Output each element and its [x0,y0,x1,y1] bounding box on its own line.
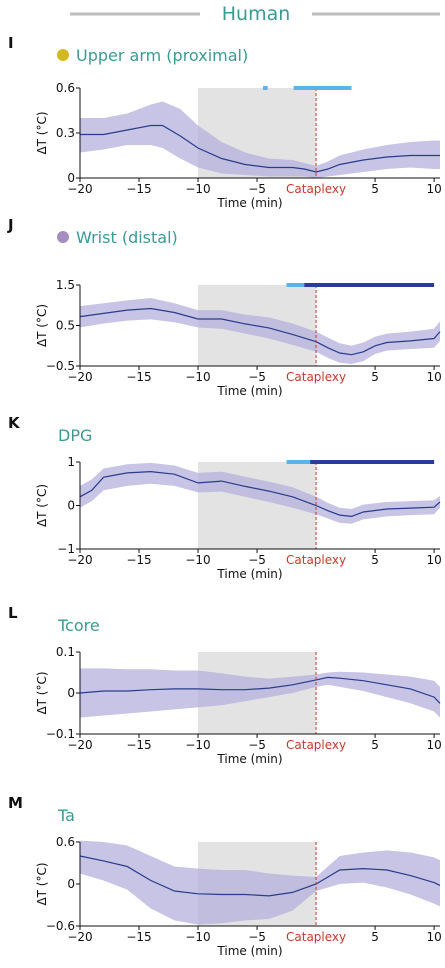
x-tick-label: 5 [371,738,379,752]
legend-dot [57,231,69,243]
mean-line [79,676,441,704]
significance-bar-0 [286,283,305,287]
significance-bar-0 [262,86,268,90]
panel-title: Tcore [57,616,100,635]
header: Human [70,3,440,25]
significance-bar-1 [304,283,435,287]
y-tick-label: 0 [67,171,75,185]
mean-line [80,124,440,173]
x-tick-label: −5 [248,738,266,752]
x-tick-label: −20 [67,553,92,567]
x-tick-label: −15 [126,553,151,567]
y-tick-label: 1.5 [56,278,75,292]
x-axis-label: Time (min) [216,944,282,958]
x-axis-label: Time (min) [216,567,282,581]
panel-title: DPG [58,426,92,445]
x-tick-label: −15 [126,370,151,384]
mean-line [79,470,441,518]
y-tick-label: 0.6 [56,81,75,95]
x-tick-label: 10 [426,370,441,384]
y-tick-label: 0 [67,686,75,700]
significance-bar-1 [310,460,435,464]
x-tick-label: −10 [185,370,210,384]
x-tick-label: −15 [126,182,151,196]
x-tick-label: 5 [371,930,379,944]
y-tick-label: −0.1 [46,727,75,741]
y-tick-label: −0.6 [46,919,75,933]
legend-dot [57,49,69,61]
confidence-band [80,101,440,178]
x-tick-label: 10 [426,182,441,196]
panel-letter: I [8,34,14,52]
y-tick-label: 1 [67,455,75,469]
panel-i: I Upper arm (proximal) 0 0.3 0.6 −20 −15 −10 −5 C… [8,34,442,210]
x-tick-label: −20 [67,370,92,384]
x-tick-label: −15 [126,738,151,752]
x-axis-label: Time (min) [216,384,282,398]
significance-bar-1 [293,86,352,90]
x-axis-label: Time (min) [216,196,282,210]
x-axis-label: Time (min) [216,752,282,766]
y-tick-label: 0 [67,499,75,513]
y-tick-label: 0.1 [56,645,75,659]
x-tick-label: −5 [248,182,266,196]
panel-j: J Wrist (distal) −0.5 0.5 1.5 −20 −15 −10 −5 Cata… [7,216,442,398]
y-axis-label: ΔT (°C) [35,484,49,527]
panel-letter: M [8,794,23,812]
x-tick-label: 10 [426,738,441,752]
x-tick-label: −20 [67,182,92,196]
y-axis-label: ΔT (°C) [35,671,49,714]
mean-line [79,855,441,897]
panel-letter: J [7,216,14,234]
y-axis-label: ΔT (°C) [35,304,49,347]
cataplexy-label: Cataplexy [286,553,346,567]
x-tick-label: 10 [426,553,441,567]
panel-title: Upper arm (proximal) [76,46,248,65]
panel-l: L Tcore −0.1 0 0.1 −20 −15 −10 −5 Cataplexy 5 10 Tim… [8,604,442,766]
confidence-band [80,298,440,364]
confidence-band [80,840,440,925]
x-tick-label: 5 [371,182,379,196]
x-tick-label: −15 [126,930,151,944]
panel-title: Wrist (distal) [76,228,178,247]
x-tick-label: −20 [67,930,92,944]
x-tick-label: 10 [426,930,441,944]
y-tick-label: 0.5 [56,319,75,333]
mean-line [79,307,441,356]
y-tick-label: −1 [57,542,75,556]
y-tick-label: −0.5 [46,359,75,373]
x-tick-label: 5 [371,370,379,384]
confidence-band [80,462,440,524]
y-axis-label: ΔT (°C) [35,862,49,905]
x-tick-label: −20 [67,738,92,752]
x-tick-label: −5 [248,553,266,567]
cataplexy-label: Cataplexy [286,370,346,384]
y-axis-label: ΔT (°C) [35,111,49,154]
y-tick-label: 0 [67,877,75,891]
y-tick-label: 0.6 [56,835,75,849]
cataplexy-label: Cataplexy [286,930,346,944]
x-tick-label: −10 [185,738,210,752]
y-tick-label: 0.3 [56,126,75,140]
x-tick-label: −10 [185,182,210,196]
confidence-band [80,668,440,718]
x-tick-label: −10 [185,553,210,567]
header-title: Human [222,3,291,25]
panel-letter: L [8,604,18,622]
x-tick-label: −10 [185,930,210,944]
panel-m: M Ta −0.6 0 0.6 −20 −15 −10 −5 Cataplexy 5 10 Time (… [8,794,442,958]
x-tick-label: −5 [248,370,266,384]
panel-letter: K [8,414,21,432]
x-tick-label: −5 [248,930,266,944]
x-tick-label: 5 [371,553,379,567]
significance-bar-0 [286,460,311,464]
panel-title: Ta [57,806,75,825]
cataplexy-label: Cataplexy [286,182,346,196]
cataplexy-label: Cataplexy [286,738,346,752]
